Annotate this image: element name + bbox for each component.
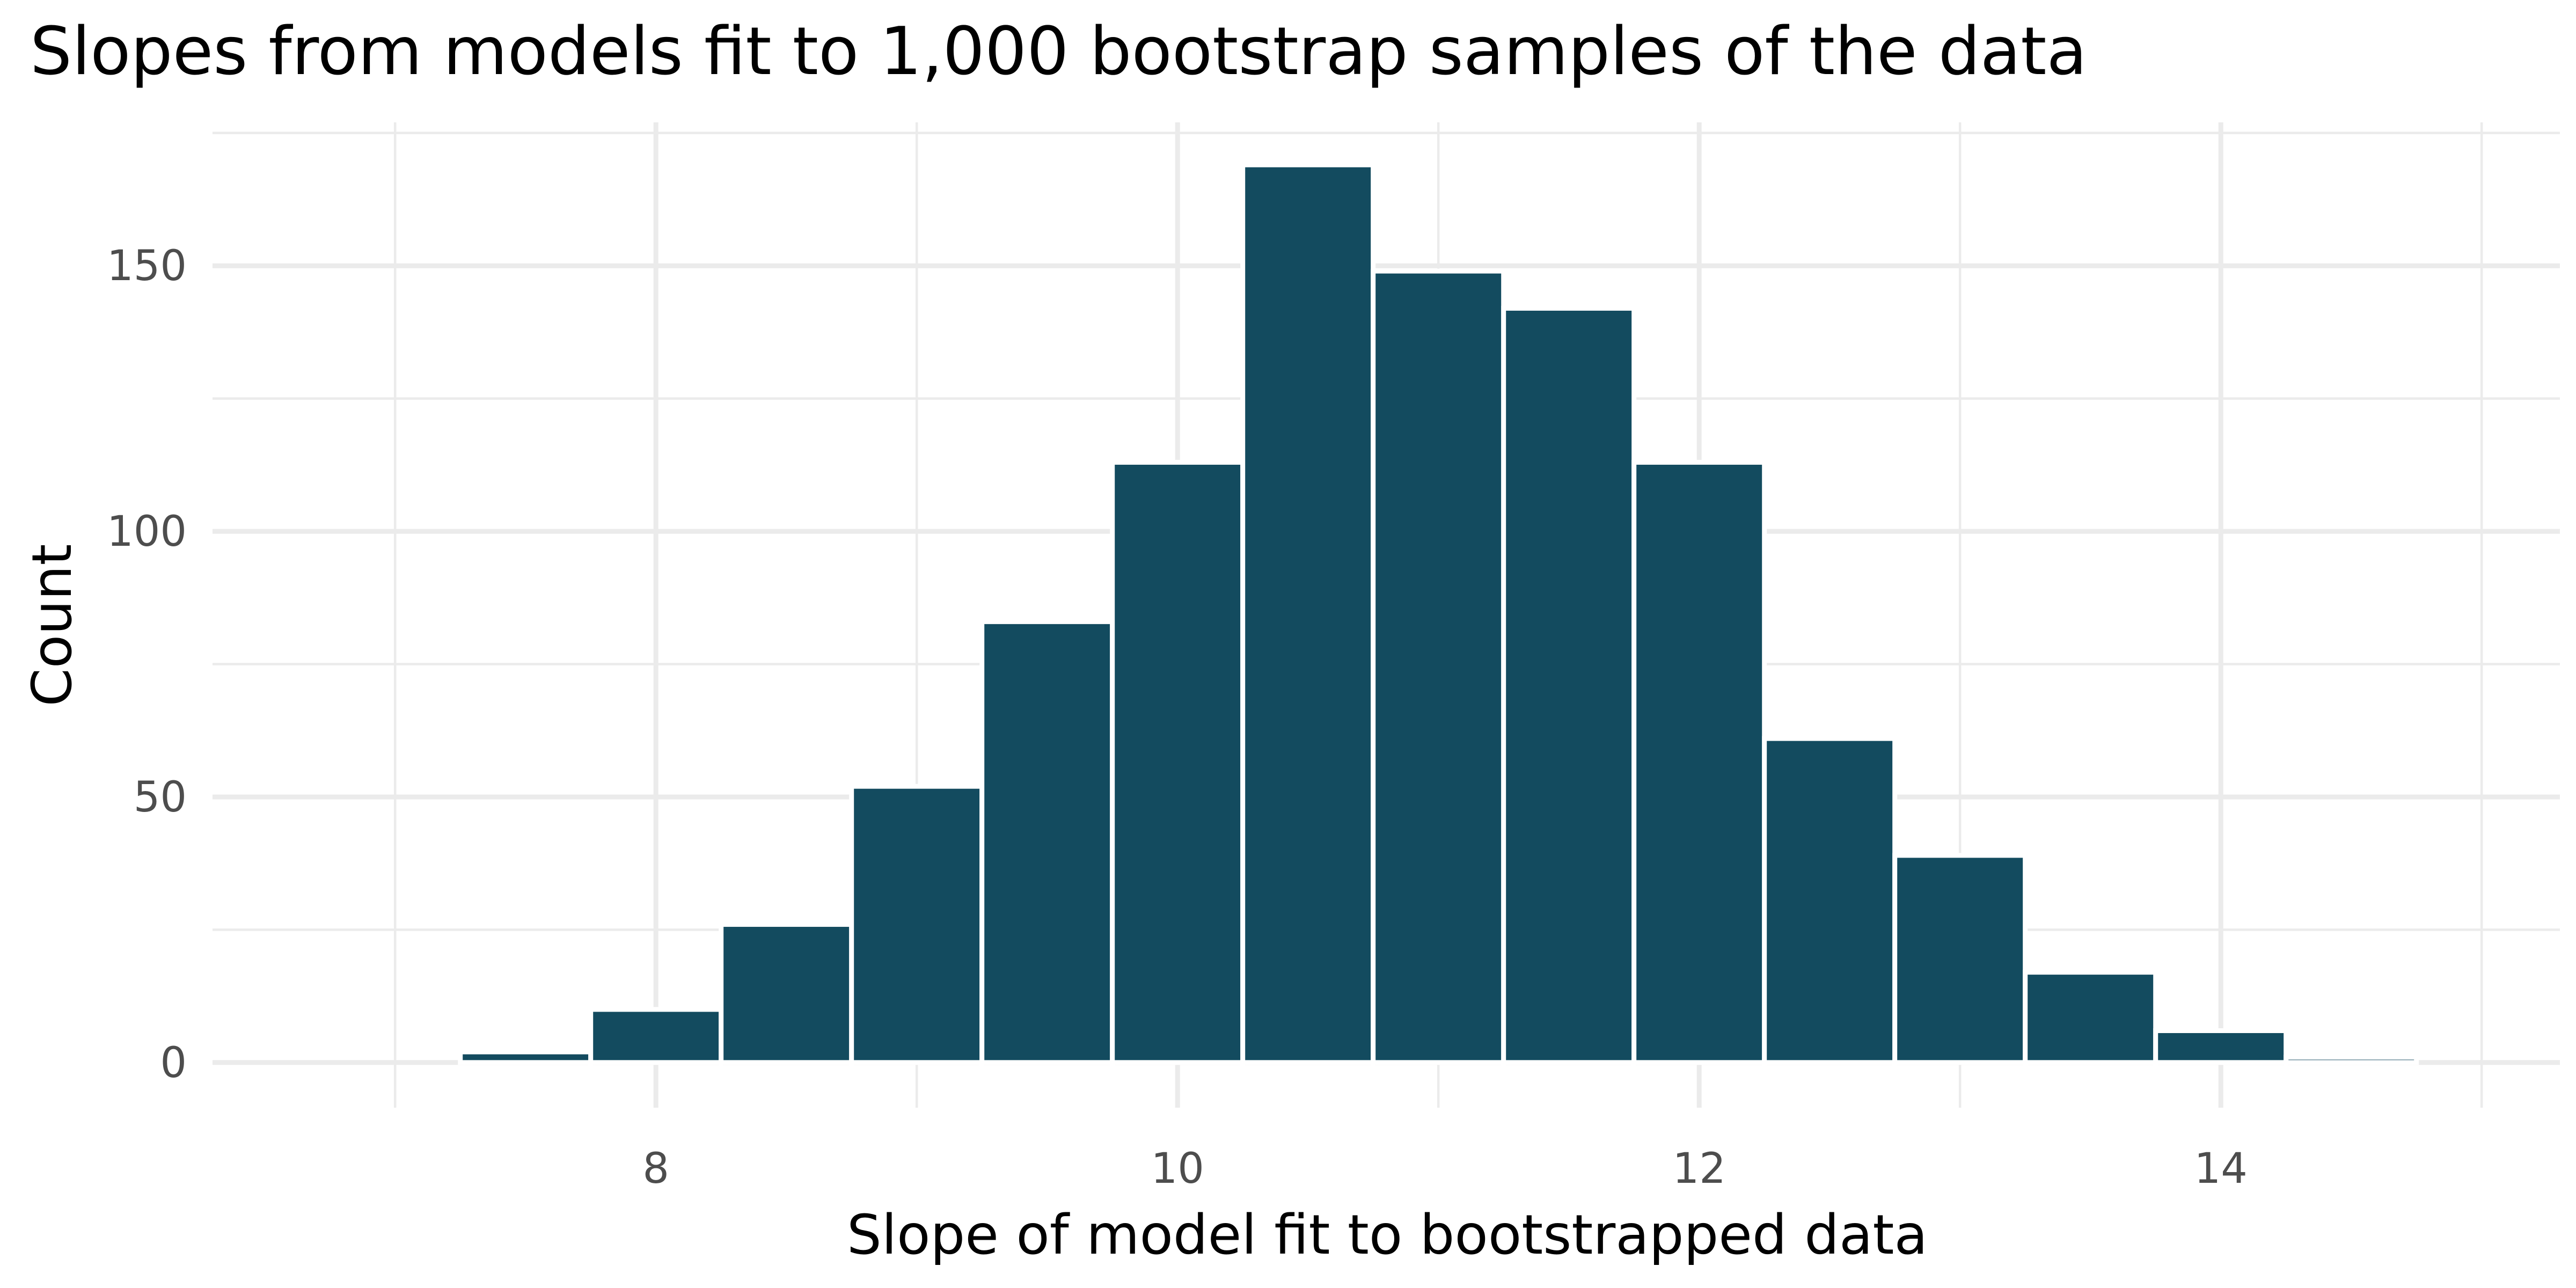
histogram-bar	[2153, 1028, 2289, 1065]
y-tick-label: 0	[160, 1039, 187, 1087]
histogram-bar	[719, 922, 854, 1065]
histogram-bar	[588, 1007, 724, 1065]
x-tick-label: 12	[1673, 1145, 1726, 1193]
histogram-bar	[2023, 970, 2158, 1065]
y-tick-label: 150	[107, 242, 187, 290]
x-axis-title: Slope of model fit to bootstrapped data	[847, 1203, 1928, 1267]
x-tick-label: 14	[2194, 1145, 2248, 1193]
histogram-bar	[1240, 162, 1376, 1065]
chart-title: Slopes from models fit to 1,000 bootstra…	[30, 13, 2087, 90]
y-axis-title: Count	[20, 544, 84, 707]
histogram-bar	[849, 784, 985, 1065]
y-tick-label: 100	[107, 508, 187, 556]
histogram-bar	[458, 1049, 594, 1065]
histogram-bar	[1892, 853, 2028, 1065]
histogram-bar	[1762, 736, 1898, 1065]
histogram-bar	[979, 619, 1115, 1065]
histogram-bar	[1371, 268, 1506, 1065]
histogram-bar	[1631, 459, 1767, 1065]
tick-labels: 8 10 12 14 0 50 100 150	[107, 242, 2248, 1193]
y-tick-label: 50	[134, 773, 187, 822]
histogram-bar	[2284, 1055, 2419, 1065]
histogram-bar	[1501, 305, 1637, 1065]
histogram-bar	[1110, 459, 1246, 1065]
x-tick-label: 10	[1151, 1145, 1204, 1193]
histogram-bars	[458, 162, 2419, 1065]
x-tick-label: 8	[642, 1145, 669, 1193]
